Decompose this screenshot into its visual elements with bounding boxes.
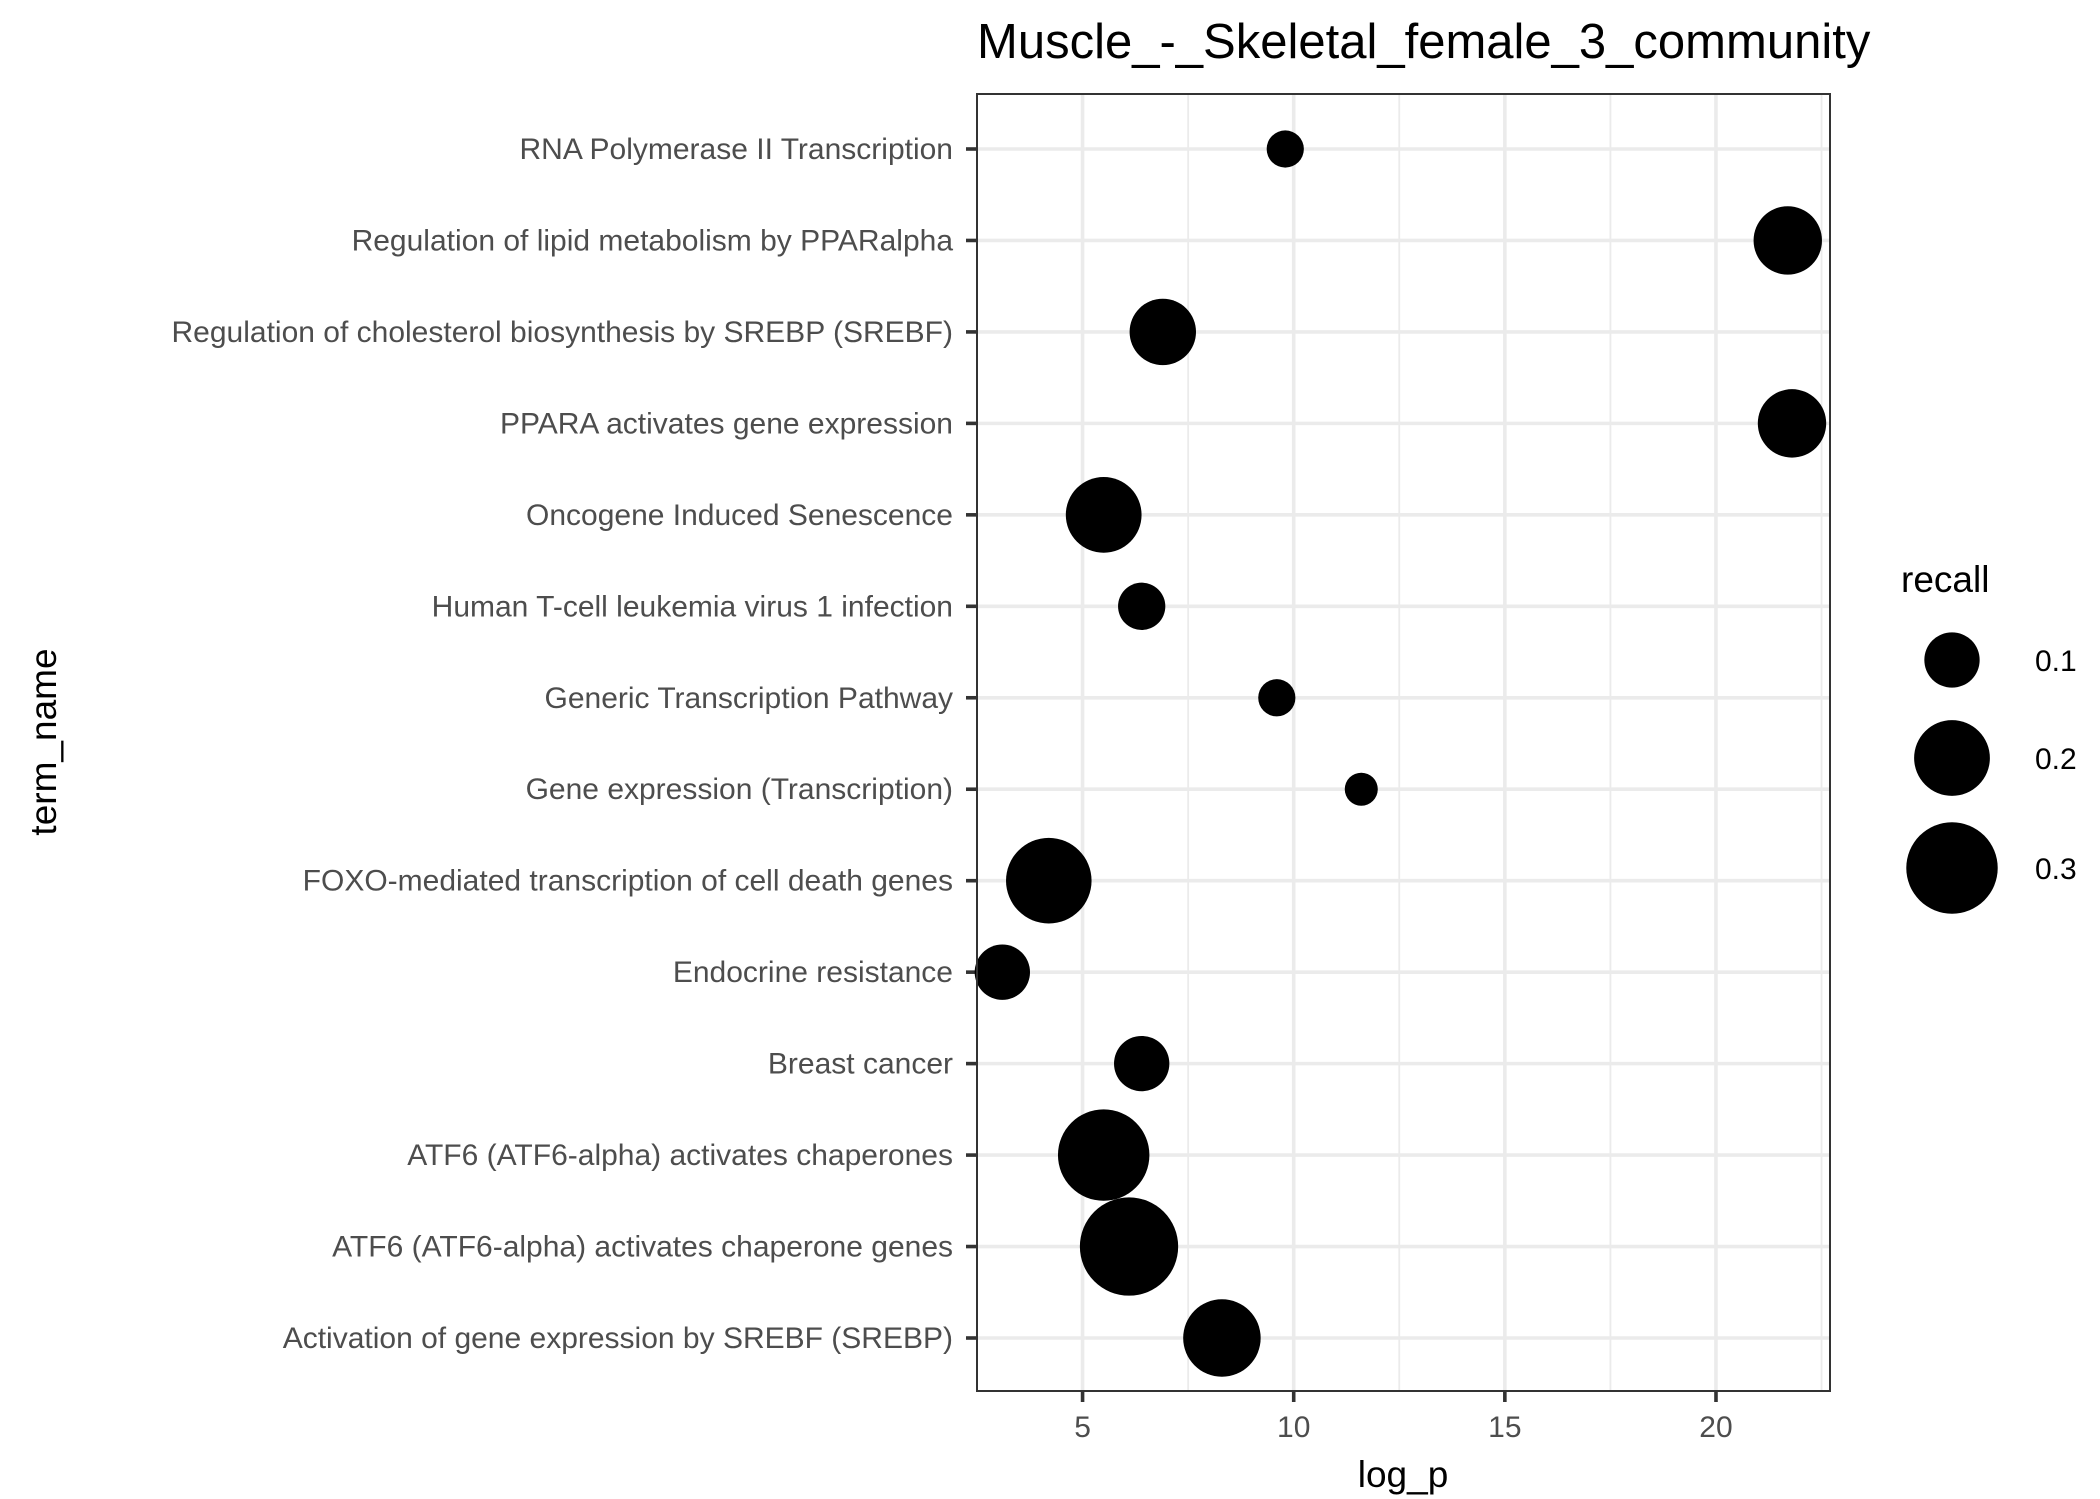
data-point	[1753, 206, 1822, 275]
y-tick-label: Generic Transcription Pathway	[544, 682, 953, 715]
data-point	[1079, 1197, 1179, 1296]
y-tick-label: PPARA activates gene expression	[500, 407, 953, 440]
x-tick-label: 20	[1699, 1411, 1732, 1444]
data-point	[1183, 1299, 1261, 1377]
x-tick-label: 10	[1277, 1411, 1310, 1444]
legend-key	[1914, 720, 1990, 796]
legend-label: 0.2	[2035, 743, 2077, 776]
y-tick-label: Gene expression (Transcription)	[526, 773, 953, 806]
data-point	[1118, 582, 1166, 630]
data-point	[1065, 476, 1142, 553]
data-point	[1114, 1035, 1170, 1092]
y-tick-label: ATF6 (ATF6-alpha) activates chaperones	[407, 1139, 953, 1172]
legend-key	[1924, 632, 1980, 688]
y-tick-label: Oncogene Induced Senescence	[526, 499, 953, 532]
legend-title: recall	[1901, 559, 1989, 600]
legend-key	[1906, 822, 1998, 914]
x-axis-title: log_p	[1358, 1454, 1449, 1495]
data-point	[1129, 298, 1197, 366]
y-tick-label: Human T-cell leukemia virus 1 infection	[432, 590, 953, 623]
data-point	[1266, 130, 1304, 168]
y-tick-label: Regulation of lipid metabolism by PPARal…	[352, 224, 954, 257]
data-point	[1057, 1109, 1150, 1201]
x-tick-label: 15	[1488, 1411, 1521, 1444]
data-point	[1757, 389, 1827, 458]
legend-label: 0.1	[2035, 645, 2077, 678]
y-axis: Activation of gene expression by SREBF (…	[172, 133, 977, 1355]
y-tick-label: Endocrine resistance	[673, 956, 953, 989]
y-tick-label: Breast cancer	[768, 1048, 953, 1081]
data-points	[974, 130, 1827, 1377]
x-tick-label: 5	[1074, 1411, 1091, 1444]
y-tick-label: Regulation of cholesterol biosynthesis b…	[172, 316, 953, 349]
data-point	[974, 944, 1031, 1000]
y-tick-label: FOXO-mediated transcription of cell deat…	[303, 865, 953, 898]
y-tick-label: Activation of gene expression by SREBF (…	[283, 1322, 953, 1355]
y-tick-label: ATF6 (ATF6-alpha) activates chaperone ge…	[332, 1231, 953, 1264]
data-point	[1344, 772, 1378, 806]
y-tick-label: RNA Polymerase II Transcription	[520, 133, 954, 166]
legend-label: 0.3	[2035, 853, 2077, 886]
legend: recall 0.1 0.2 0.3	[1901, 559, 2077, 914]
x-axis: 5 10 15 20	[1074, 1391, 1733, 1444]
chart-title: Muscle_-_Skeletal_female_3_community	[977, 15, 1871, 69]
plot-panel-border	[976, 93, 1831, 1392]
data-point	[1258, 679, 1296, 717]
data-point	[1006, 837, 1092, 924]
y-axis-title: term_name	[23, 648, 64, 835]
